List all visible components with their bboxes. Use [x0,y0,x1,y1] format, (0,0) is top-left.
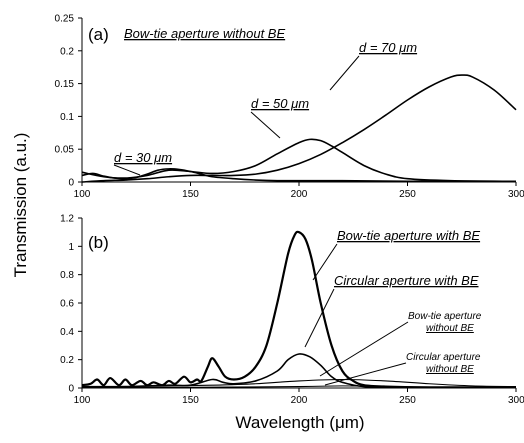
panel-a-series-3-line [81,74,517,183]
leader-d50 [250,111,281,139]
panel-b-x-tick-label: 250 [399,395,416,406]
panel-b-y-tick-label: 0.6 [60,299,74,310]
leader-bowtie-with-be [312,243,338,281]
panel-b-x-tick-label: 150 [182,395,199,406]
annotation-d70: d = 70 μm [359,40,417,55]
y-axis-label: Transmission (a.u.) [11,133,30,278]
annotation-circular-without-be-line2: without BE [426,364,474,375]
annotation-circular-with-be: Circular aperture with BE [334,273,479,288]
leader-bowtie-without-be [319,321,409,377]
x-axis-label: Wavelength (μm) [235,413,364,432]
panel-b-label: (b) [88,233,109,252]
panel-a-x-tick-label: 200 [291,189,308,200]
panel-a-x-tick-label: 300 [508,189,524,200]
leader-circular-with-be [304,288,335,348]
panel-a-x-tick-label: 250 [399,189,416,200]
annotation-bowtie-without-be: Bow-tie aperture [408,311,482,322]
panel-b-y-tick-label: 0 [68,384,74,395]
panel-b-y-tick-label: 0.4 [60,327,74,338]
panel-b-series-3-line [81,378,517,388]
panel-a-title: Bow-tie aperture without BE [124,26,285,41]
annotation-d30: d = 30 μm [114,150,172,165]
leader-circular-without-be [324,362,407,386]
panel-a-label: (a) [88,25,109,44]
leader-d30 [113,164,141,176]
panel-b-x-tick-label: 100 [74,395,91,406]
panel-b-y-tick-label: 1.2 [60,214,74,225]
panel-a-series-2-line [81,138,517,183]
panel-b-series-1-line [81,230,517,389]
panel-b-x-tick-label: 200 [291,395,308,406]
panel-b-x-tick-label: 300 [508,395,524,406]
panel-a-y-tick-label: 0.15 [55,79,75,90]
panel-a: 100 150 200 250 300 0 0.05 0.1 0.15 0.2 0.25 (a) B… [55,14,524,201]
leader-d70 [329,55,360,91]
panel-a-y-tick-label: 0.2 [60,46,74,57]
panel-a-y-tick-label: 0.1 [60,112,74,123]
panel-a-y-tick-label: 0.05 [55,145,75,156]
panel-b-y-tick-label: 1 [68,242,74,253]
panel-a-y-tick-label: 0.25 [55,14,75,25]
panel-b-series-4-line [81,385,517,388]
annotation-bowtie-without-be-line2: without BE [426,323,474,334]
annotation-d50: d = 50 μm [251,96,309,111]
panel-a-x-tick-label: 150 [182,189,199,200]
panel-a-x-tick-label: 100 [74,189,91,200]
annotation-bowtie-with-be: Bow-tie aperture with BE [337,228,480,243]
panel-b-y-tick-label: 0.8 [60,270,74,281]
panel-b: 100 150 200 250 300 0 0.2 0.4 0.6 0.8 1 1.2 (b) Bow… [60,214,524,407]
annotation-circular-without-be: Circular aperture [406,352,481,363]
panel-b-y-tick-label: 0.2 [60,355,74,366]
panel-a-y-tick-label: 0 [68,178,74,189]
